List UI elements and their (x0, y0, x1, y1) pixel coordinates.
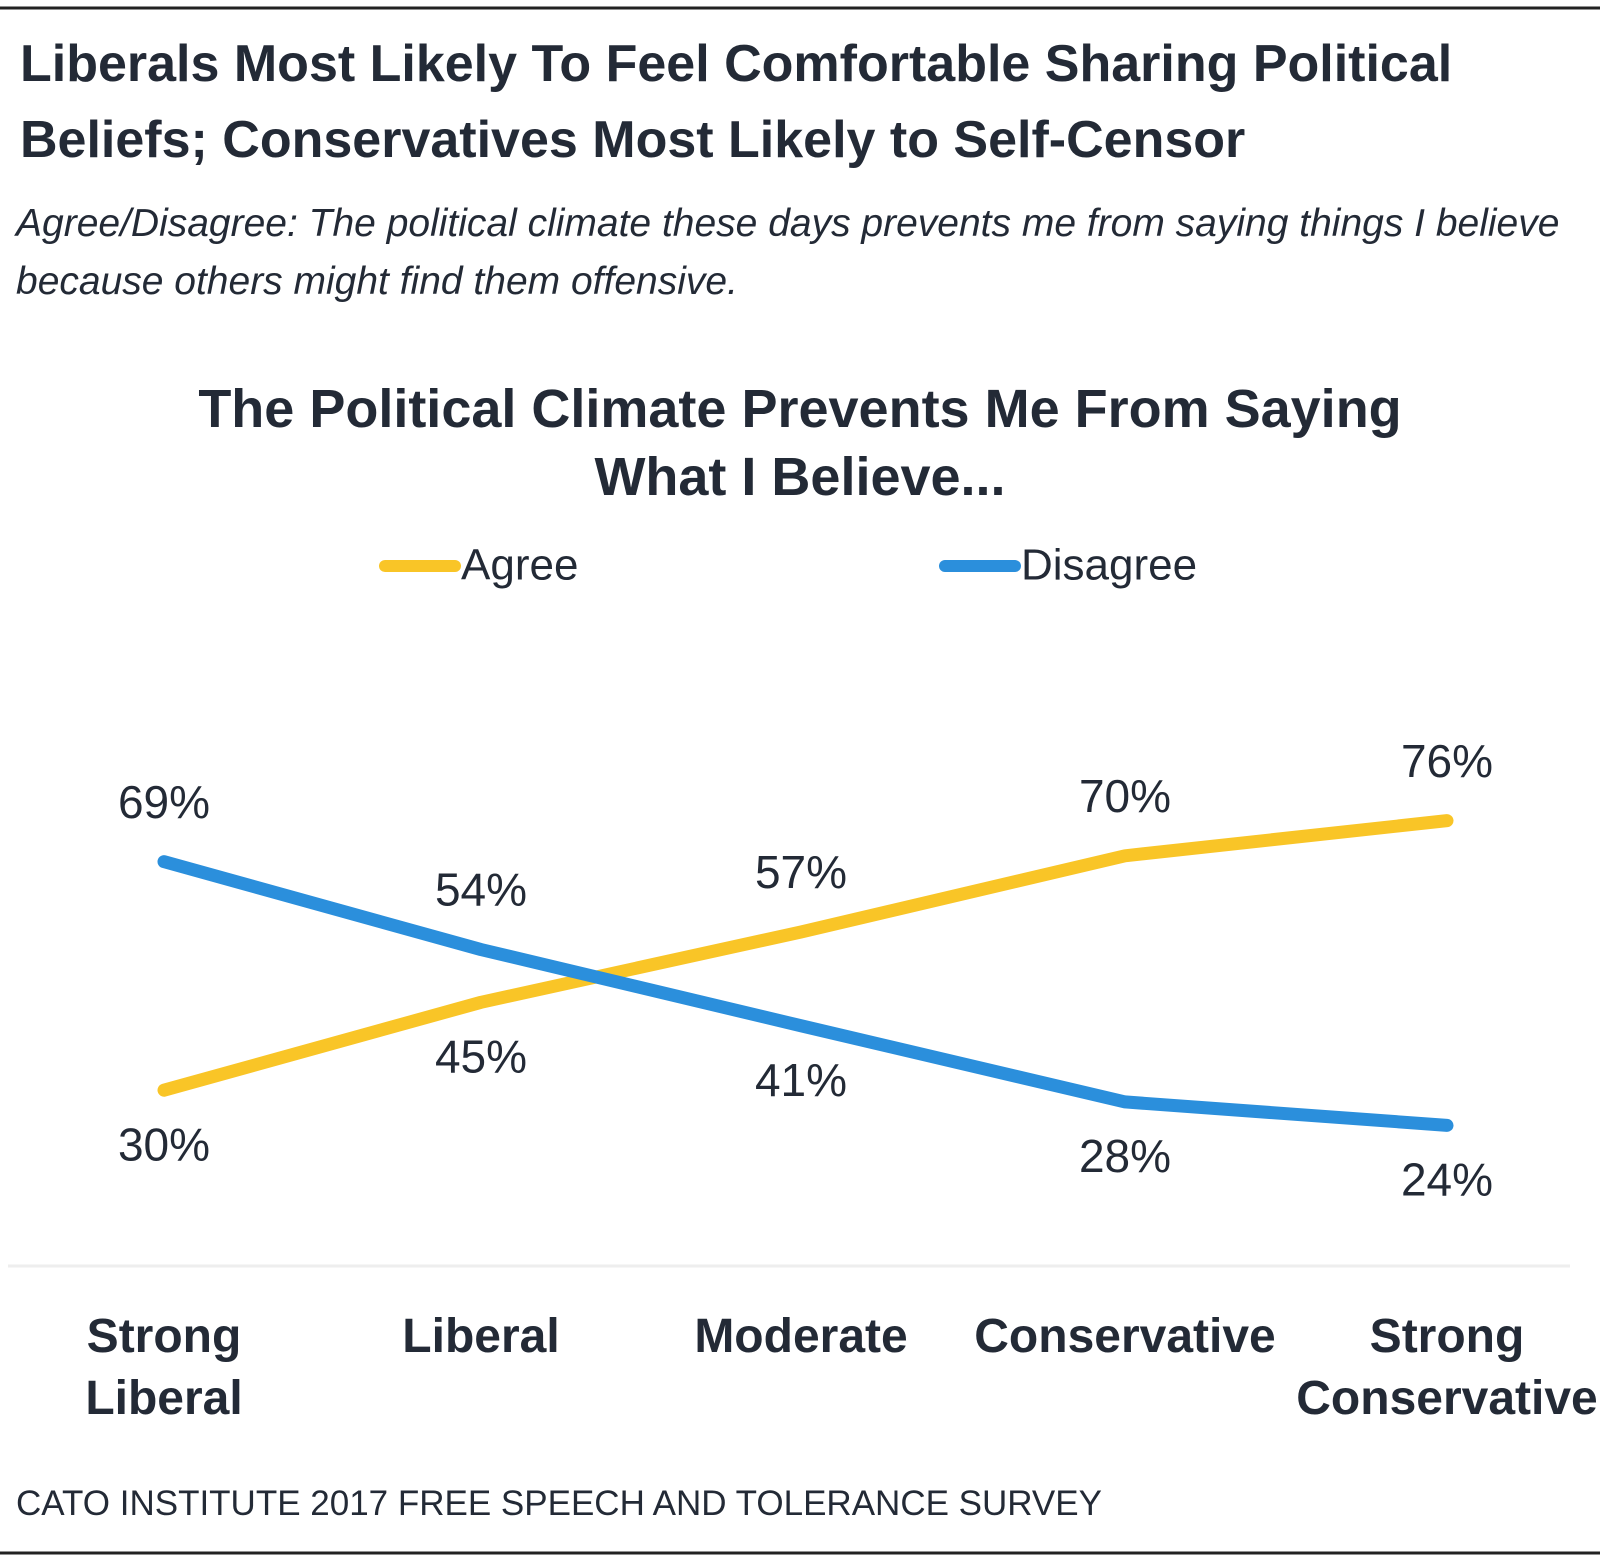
x-tick-label: Moderate (694, 1310, 908, 1363)
source: CATO INSTITUTE 2017 FREE SPEECH AND TOLE… (16, 1484, 1102, 1523)
series-line (157, 855, 1454, 1132)
data-label: 30% (118, 1118, 210, 1170)
data-label: 69% (118, 776, 210, 828)
x-tick-label: Conservative (974, 1310, 1276, 1363)
x-tick-label: Liberal (402, 1310, 560, 1363)
chart-title: The Political Climate Prevents Me From S… (198, 379, 1402, 507)
data-label: 57% (755, 846, 847, 898)
heading: Liberals Most Likely To Feel Comfortable… (20, 35, 1453, 169)
data-label: 28% (1079, 1130, 1171, 1182)
data-label: 41% (755, 1054, 847, 1106)
legend-label: Agree (461, 541, 578, 590)
data-label: 24% (1401, 1154, 1493, 1206)
data-label: 45% (435, 1030, 527, 1082)
data-label: 54% (435, 864, 527, 916)
data-label: 76% (1401, 735, 1493, 787)
series-line (157, 814, 1454, 1097)
legend-label: Disagree (1021, 541, 1197, 590)
data-label: 70% (1079, 770, 1171, 822)
x-tick-label: Strong Conservative (1296, 1310, 1598, 1425)
x-tick-label: Strong Liberal (85, 1310, 243, 1425)
subtitle: Agree/Disagree: The political climate th… (16, 202, 1560, 303)
